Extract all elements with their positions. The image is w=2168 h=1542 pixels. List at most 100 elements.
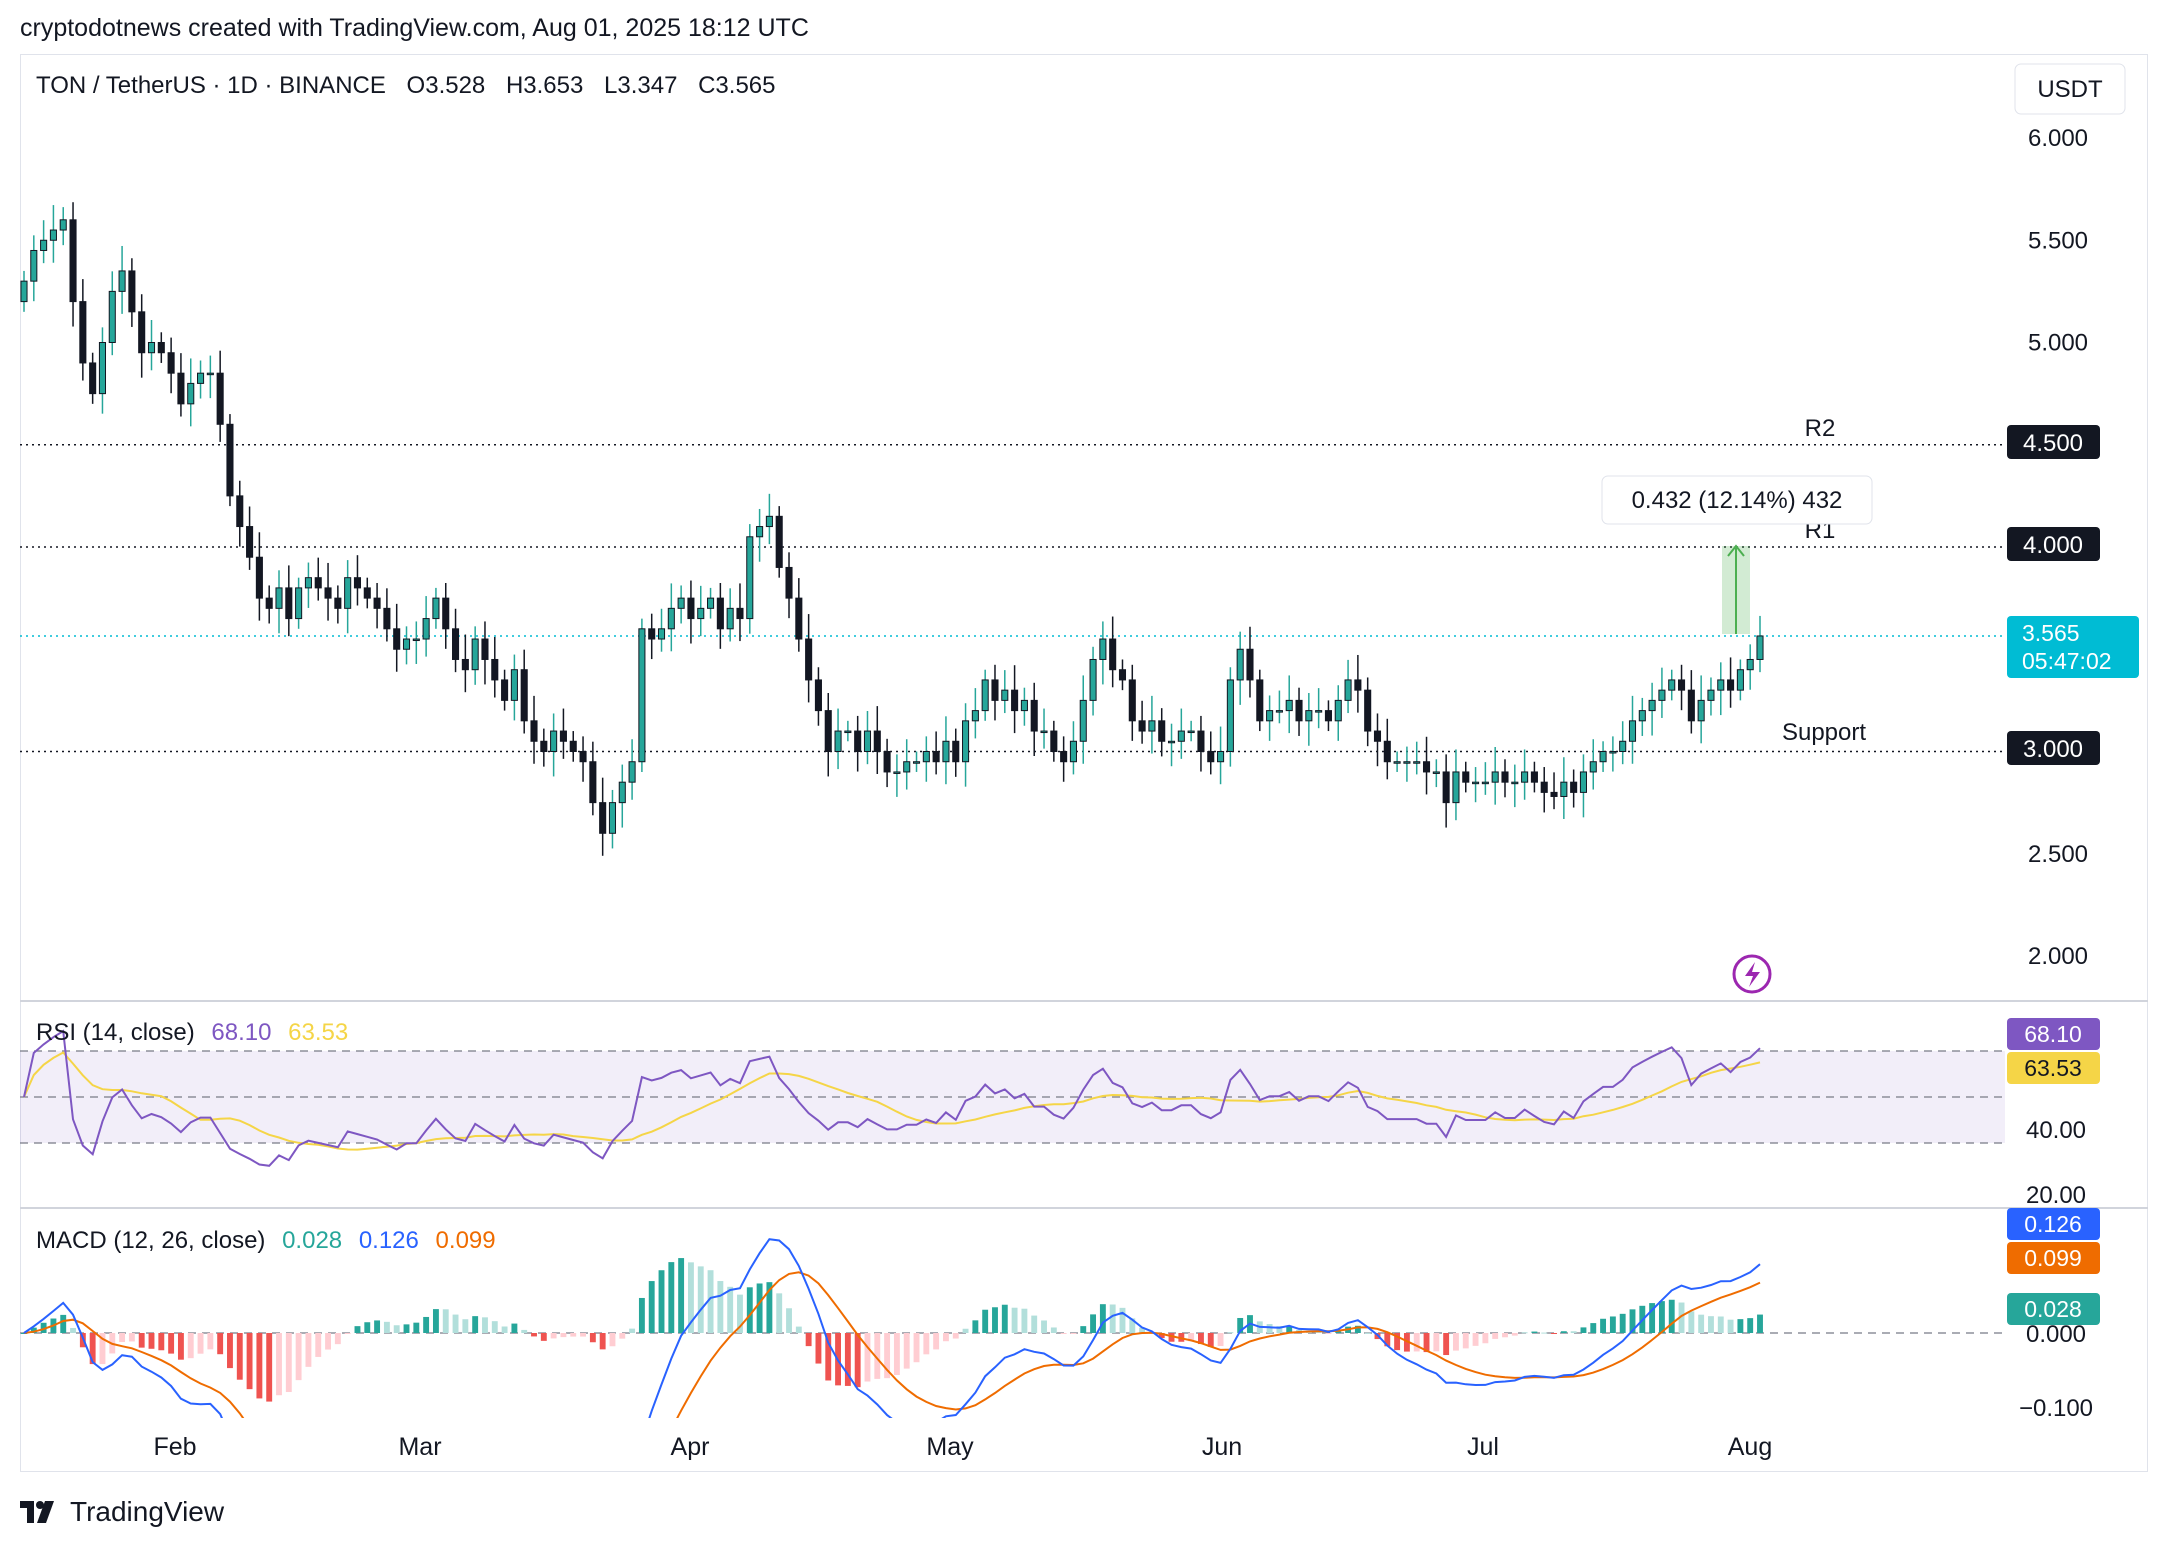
candle-body <box>824 710 832 752</box>
rsi-line <box>23 1029 1761 1167</box>
candle-body <box>893 771 901 774</box>
macd-legend-value: 0.126 <box>359 1227 419 1254</box>
candle-body <box>912 761 921 764</box>
macd-hist-bar <box>717 1281 724 1333</box>
macd-hist-bar <box>354 1326 361 1333</box>
macd-hist-bar <box>903 1333 910 1369</box>
candle-body <box>1462 771 1470 783</box>
current-price-text: 3.565 <box>2022 620 2080 646</box>
candle-body <box>736 607 744 620</box>
candle-body <box>1118 669 1127 681</box>
macd-hist-bar <box>21 1333 27 1334</box>
macd-hist-bar <box>609 1333 616 1347</box>
macd-hist-bar <box>1060 1333 1067 1334</box>
candle-body <box>79 301 87 364</box>
measure-box <box>1601 475 1873 525</box>
macd-hist-bar <box>844 1333 851 1386</box>
candle-body <box>197 372 205 384</box>
macd-hist-bar <box>60 1314 67 1333</box>
rsi-title: RSI (14, close) <box>36 1019 195 1046</box>
macd-hist-bar <box>599 1333 606 1350</box>
attribution-text: cryptodotnews created with TradingView.c… <box>20 14 809 42</box>
macd-hist-bar <box>668 1262 675 1333</box>
macd-hist-bar <box>1737 1319 1744 1333</box>
candle-body <box>667 607 675 630</box>
price-axis[interactable]: 6.000 5.500 5.000 2.500 2.000 <box>2028 125 2088 970</box>
macd-hist-bar <box>1727 1319 1734 1333</box>
macd-hist-bar <box>1050 1327 1057 1333</box>
candle-body <box>20 280 28 303</box>
candle-body <box>628 761 636 783</box>
macd-signal-line <box>23 1271 1761 1418</box>
macd-signal-legend-value: 0.099 <box>436 1227 496 1254</box>
candle-body <box>550 730 558 752</box>
time-axis[interactable]: Feb Mar Apr May Jun Jul Aug <box>153 1433 1772 1461</box>
candle-body <box>383 607 391 630</box>
candle-body <box>520 669 528 722</box>
macd-hist-bar <box>168 1333 175 1354</box>
macd-hist-bar <box>1090 1314 1097 1333</box>
macd-hist-bar <box>1266 1324 1273 1333</box>
candle-body <box>1668 679 1676 691</box>
candle-body <box>805 638 813 681</box>
macd-hist-bar <box>1031 1315 1038 1333</box>
measure-arrowhead <box>1727 544 1745 557</box>
macd-hist-bar <box>266 1333 273 1402</box>
macd-hist-bar <box>1678 1302 1685 1333</box>
candle-body <box>501 679 509 701</box>
candle-body <box>1069 740 1077 763</box>
macd-hist-bar <box>893 1333 900 1376</box>
macd-hist-bar <box>1325 1333 1332 1334</box>
candle-body <box>1344 679 1352 701</box>
macd-badge-text: 0.126 <box>2024 1211 2082 1237</box>
candle-body <box>1060 751 1068 763</box>
measure-tool[interactable]: 0.432 (12.14%) 432 <box>1601 475 1873 634</box>
macd-hist-bar <box>1717 1316 1724 1333</box>
candle-body <box>432 597 440 620</box>
candle-body <box>1540 781 1548 793</box>
macd-hist-bar <box>982 1309 989 1333</box>
r1-badge: 4.000 <box>2007 527 2100 561</box>
lightning-icon[interactable] <box>1732 954 1772 994</box>
macd-hist-bar <box>276 1333 282 1396</box>
candle-body <box>452 628 460 660</box>
candle-body <box>157 342 165 354</box>
macd-hist-bar <box>815 1333 822 1364</box>
candle-body <box>363 587 371 599</box>
macd-hist-bar <box>1354 1325 1361 1333</box>
x-axis-label-jun: Jun <box>1202 1433 1242 1461</box>
candle-body <box>138 311 146 354</box>
candle-body <box>1305 710 1313 722</box>
price-tick: 6.000 <box>2028 125 2088 152</box>
macd-hist-bar <box>423 1316 430 1333</box>
macd-hist-bar <box>884 1333 891 1379</box>
rsi-legend[interactable]: RSI (14, close) 68.10 63.53 <box>36 1019 348 1046</box>
candle-body <box>1334 699 1342 722</box>
signal-value-badge: 0.099 <box>2007 1242 2100 1274</box>
candle-body <box>726 607 734 630</box>
macd-hist-bar <box>403 1324 410 1333</box>
candle-body <box>49 229 57 241</box>
macd-hist-bar <box>1521 1332 1528 1334</box>
macd-hist-bar <box>560 1333 567 1338</box>
macd-hist-bar <box>746 1287 753 1333</box>
candle-body <box>746 536 754 620</box>
macd-tick-0: 0.000 <box>2026 1321 2086 1348</box>
macd-legend[interactable]: MACD (12, 26, close) 0.028 0.126 0.099 <box>36 1227 496 1254</box>
macd-hist-bar <box>1531 1331 1538 1333</box>
macd-hist-bar <box>1384 1333 1391 1347</box>
candle-body <box>471 638 479 671</box>
macd-hist-bar <box>1276 1326 1283 1333</box>
macd-hist-bar <box>344 1333 351 1334</box>
candle-body <box>579 751 587 763</box>
levels-layer <box>20 444 2005 753</box>
currency-button[interactable] <box>2014 63 2126 115</box>
x-axis-label-mar: Mar <box>398 1433 441 1461</box>
symbol-info[interactable]: TON / TetherUS · 1D · BINANCE O3.528 H3.… <box>36 72 775 99</box>
rsi-ma-badge: 63.53 <box>2007 1052 2100 1084</box>
macd-hist-bar <box>334 1333 341 1345</box>
measure-text: 0.432 (12.14%) 432 <box>1632 487 1843 514</box>
macd-hist-bar <box>864 1333 871 1382</box>
macd-hist-bar <box>521 1329 528 1333</box>
